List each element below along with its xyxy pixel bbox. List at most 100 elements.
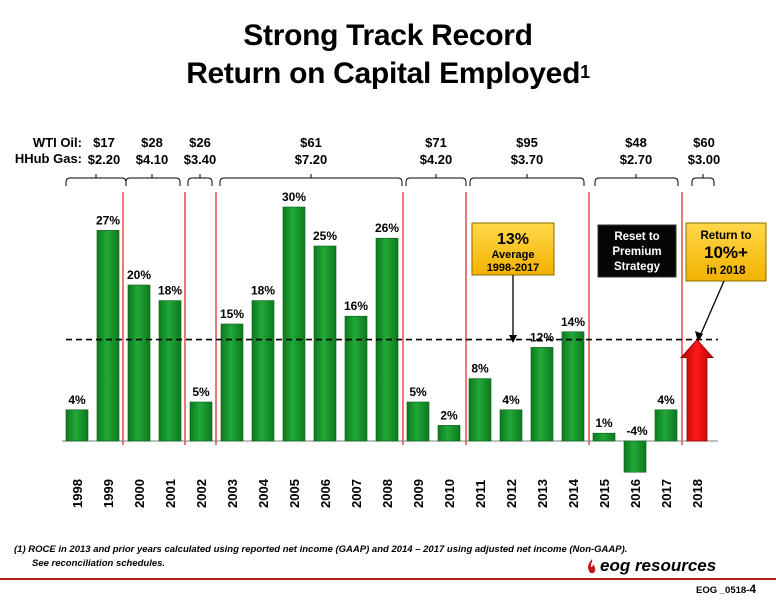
return-callout-line-3: in 2018 [707,265,747,277]
value-labels-layer: 4% 27% 20% 18% 5% 15% 18% 30% 25% 16% 26% 5% 2% 8% 4% 1… [68,190,675,438]
period-2000-gas: $4.10 [135,152,169,167]
footer-divider [0,578,776,580]
bar-2007 [344,315,368,442]
period-2003-price: $61 $7.20 [271,134,351,168]
bar-1998 [65,409,89,442]
brace-2011-2014 [469,174,585,186]
value-label-2008: 26% [375,221,399,235]
value-label-2006: 25% [313,229,337,243]
period-2011-oil: $95 [516,135,538,150]
tick-label-2007: 2007 [349,479,364,508]
return-callout: Return to 10%+ in 2018 [685,222,767,342]
footnote-line-1: (1) ROCE in 2013 and prior years calcula… [14,544,628,555]
tick-label-2002: 2002 [194,479,209,508]
average-callout-label: Average [491,249,534,261]
title-footnote-marker: 1 [580,62,590,82]
bar-2010 [437,425,461,442]
average-callout-pointer-head [509,335,517,343]
bar-2001 [158,300,182,442]
slide-id: EOG _0518-4 [696,582,756,596]
bar-2004 [251,300,275,442]
period-2018-gas: $3.00 [687,152,721,167]
brace-2000-2001 [125,174,181,186]
average-callout-box [471,222,555,276]
period-2011-gas: $3.70 [510,152,544,167]
bar-2002 [189,401,213,442]
return-callout-pointer-head [695,331,703,342]
bar-2003 [220,323,244,442]
tick-label-2013: 2013 [535,479,550,508]
tick-label-2005: 2005 [287,479,302,508]
average-callout: 13% Average 1998-2017 [471,222,555,343]
tick-label-1998: 1998 [70,479,85,508]
target-arrow-2018 [680,338,714,442]
period-2015-gas: $2.70 [619,152,653,167]
brace-2015-2017 [594,174,679,186]
bar-2012 [499,409,523,442]
tick-label-2010: 2010 [442,479,457,508]
value-label-2013: 12% [530,330,554,344]
bar-2017 [654,409,678,442]
tick-label-2018: 2018 [690,479,705,508]
reset-callout-box [597,224,677,278]
bar-2014 [561,331,585,442]
title-line-2: Return on Capital Employed1 [0,56,776,92]
title-line-1: Strong Track Record [243,19,533,52]
bar-1999 [96,230,120,442]
average-callout-years: 1998-2017 [487,262,540,274]
bar-2009 [406,401,430,442]
value-label-2010: 2% [440,408,458,422]
tick-label-2011: 2011 [473,480,488,508]
period-2015-price: $48 $2.70 [596,134,676,168]
period-1998-price: $17 $2.20 [64,134,144,168]
footnote-line-2: See reconciliation schedules. [32,558,166,569]
eog-resources-logo: eog resources [600,556,717,575]
bar-2000 [127,284,151,442]
wti-oil-label: WTI Oil: [32,135,82,150]
period-1998-gas: $2.20 [87,152,121,167]
value-label-2002: 5% [192,385,210,399]
period-2018-oil: $60 [693,135,715,150]
value-label-2003: 15% [220,307,244,321]
period-2011-price: $95 $3.70 [487,134,567,168]
period-2003-gas: $7.20 [294,152,328,167]
period-2000-oil: $28 [141,135,163,150]
tick-label-2000: 2000 [132,479,147,508]
average-callout-value: 13% [497,231,529,248]
tick-label-2008: 2008 [380,479,395,508]
eog-flame-icon [588,559,596,574]
value-label-2007: 16% [344,299,368,313]
tick-labels-layer: 1998 1999 2000 2001 2002 2003 2004 2005 2006 2007… [70,478,705,508]
period-1998-oil: $17 [93,135,115,150]
tick-label-2006: 2006 [318,479,333,508]
value-label-2014: 14% [561,315,585,329]
period-2002-gas: $3.40 [183,152,217,167]
tick-label-2014: 2014 [566,478,581,508]
value-label-2012: 4% [502,393,520,407]
period-2009-price: $71 $4.20 [396,134,476,168]
hhub-gas-label: HHub Gas: [14,151,82,166]
return-callout-line-1: Return to [700,230,751,242]
value-label-2016: -4% [626,424,648,438]
bar-2016 [623,440,647,473]
brace-1998-1999 [65,174,127,186]
value-label-2017: 4% [657,393,675,407]
brace-2009-2010 [405,174,467,186]
tick-label-2001: 2001 [163,479,178,508]
tick-label-2012: 2012 [504,479,519,508]
brace-2002 [187,174,213,186]
value-label-2015: 1% [595,416,613,430]
tick-label-1999: 1999 [101,479,116,508]
slide-id-prefix: EOG _0518- [696,585,750,596]
reset-callout-line-2: Premium [612,246,661,258]
value-label-1998: 4% [68,393,86,407]
reset-callout-line-3: Strategy [614,261,661,273]
period-2002-price: $26 $3.40 [160,134,240,168]
bar-2013 [530,347,554,442]
brace-2003-2008 [219,174,403,186]
tick-label-2016: 2016 [628,479,643,508]
value-label-2005: 30% [282,190,306,204]
period-2000-price: $28 $4.10 [112,134,192,168]
return-callout-value: 10%+ [704,243,748,262]
